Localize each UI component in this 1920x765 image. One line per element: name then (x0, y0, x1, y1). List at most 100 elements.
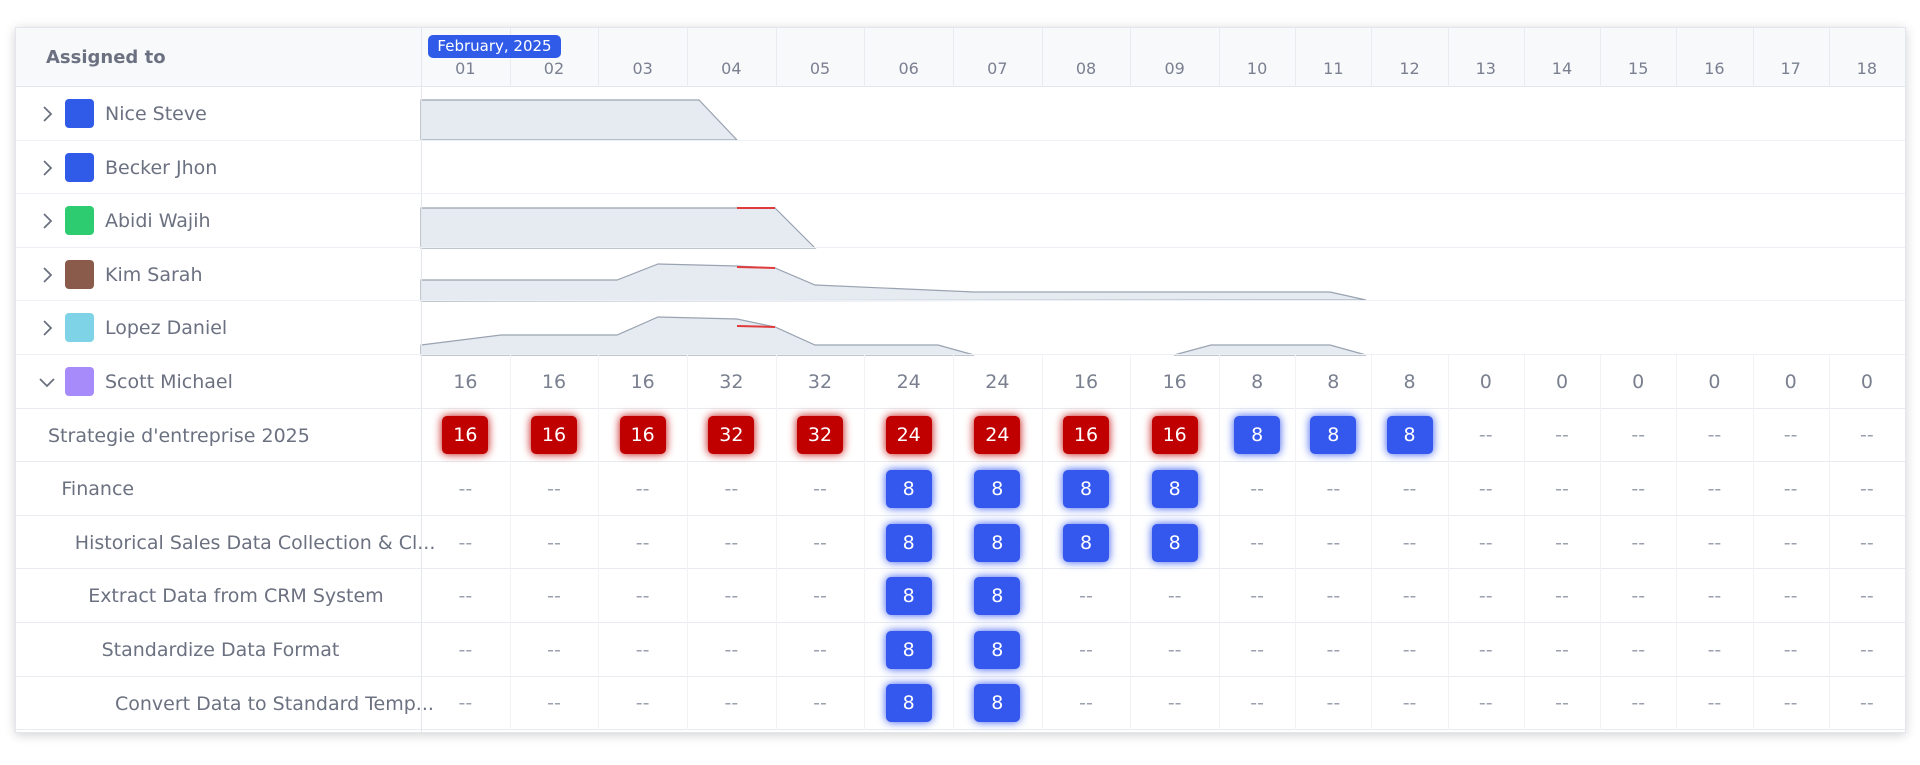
hours-badge[interactable]: 16 (442, 416, 489, 455)
hours-value: -- (1631, 692, 1646, 715)
hours-value: 16 (630, 370, 655, 393)
hours-badge[interactable]: 16 (619, 416, 666, 455)
hours-badge[interactable]: 8 (1063, 523, 1110, 562)
hours-value: -- (813, 477, 827, 500)
row-label[interactable]: Finance (61, 478, 135, 501)
workload-cell: -- (1676, 623, 1752, 677)
row-label[interactable]: Extract Data from CRM System (88, 585, 384, 608)
hours-badge[interactable]: 8 (974, 469, 1021, 508)
expand-toggle[interactable] (37, 158, 57, 178)
cell-divider (1828, 408, 1830, 463)
hours-value: -- (1631, 638, 1646, 661)
hours-value: 16 (453, 370, 478, 393)
hours-badge[interactable]: 8 (885, 469, 932, 508)
hours-badge[interactable]: 8 (974, 577, 1021, 616)
hours-value: -- (547, 585, 561, 608)
hours-value: -- (1326, 585, 1341, 608)
day-divider (1041, 28, 1043, 87)
cell-divider (598, 623, 600, 677)
hours-badge[interactable]: 24 (974, 416, 1021, 455)
hours-badge[interactable]: 8 (974, 684, 1021, 723)
hours-badge[interactable]: 8 (1063, 469, 1110, 508)
workload-cell: -- (1219, 569, 1295, 623)
cell-divider (864, 515, 866, 570)
row-label[interactable]: Historical Sales Data Collection & Cl... (74, 531, 436, 554)
expand-toggle[interactable] (37, 211, 57, 231)
row-label[interactable]: Becker Jhon (105, 156, 218, 179)
hours-badge[interactable]: 8 (974, 630, 1021, 669)
workload-cell: -- (1448, 462, 1524, 516)
workload-cell: -- (1130, 677, 1219, 731)
cell-divider (864, 623, 866, 677)
cell-divider (1219, 515, 1221, 570)
day-label: 16 (1704, 59, 1725, 78)
day-divider (598, 28, 600, 87)
hours-value: -- (1250, 585, 1264, 608)
cell-divider (1130, 569, 1132, 623)
cell-divider (1447, 569, 1449, 623)
hours-badge[interactable]: 8 (1151, 523, 1198, 562)
hours-value: -- (635, 531, 650, 554)
hours-badge[interactable]: 8 (974, 523, 1021, 562)
workload-cell: 8 (953, 677, 1042, 731)
hours-value: -- (1478, 477, 1493, 500)
row-divider (16, 246, 1905, 248)
expand-toggle[interactable] (37, 372, 57, 392)
cell-divider (1130, 676, 1132, 731)
cell-divider (509, 408, 511, 463)
row-label[interactable]: Standardize Data Format (101, 639, 340, 661)
expand-toggle[interactable] (37, 265, 57, 285)
workload-cell: -- (1753, 677, 1829, 731)
row-label[interactable]: Scott Michael (105, 371, 233, 393)
cell-divider (1219, 462, 1221, 516)
cell-divider (1219, 408, 1221, 463)
cell-divider (1130, 408, 1132, 463)
hours-badge[interactable]: 8 (885, 523, 932, 562)
row-label[interactable]: Convert Data to Standard Temp... (115, 692, 434, 715)
hours-badge[interactable]: 8 (885, 630, 932, 669)
cell-divider (1447, 623, 1449, 677)
hours-badge[interactable]: 32 (797, 416, 843, 455)
hours-badge[interactable]: 8 (885, 577, 932, 616)
expand-toggle[interactable] (37, 318, 57, 338)
hours-badge[interactable]: 16 (1151, 416, 1198, 455)
workload-cell: -- (1371, 677, 1447, 731)
hours-badge[interactable]: 8 (1151, 469, 1198, 508)
row-label[interactable]: Kim Sarah (105, 263, 203, 286)
hours-badge[interactable]: 8 (885, 684, 932, 723)
row-label[interactable]: Strategie d'entreprise 2025 (48, 424, 310, 447)
hours-badge[interactable]: 24 (885, 416, 932, 455)
cell-divider (1371, 676, 1373, 731)
expand-toggle[interactable] (37, 104, 57, 124)
cell-divider (1523, 676, 1525, 731)
hours-badge[interactable]: 8 (1234, 416, 1281, 455)
row-label[interactable]: Nice Steve (105, 103, 207, 125)
workload-cell: 8 (1042, 462, 1131, 516)
hours-value: -- (1478, 638, 1493, 661)
hours-badge[interactable]: 8 (1310, 416, 1357, 455)
workload-cell: -- (1524, 677, 1600, 731)
workload-cell: -- (1042, 677, 1131, 731)
hours-badge[interactable]: 16 (1063, 416, 1110, 455)
row-label[interactable]: Abidi Wajih (105, 210, 211, 233)
workload-cell: 24 (953, 355, 1042, 409)
hours-value: -- (1707, 531, 1722, 554)
hours-value: -- (1707, 585, 1722, 608)
sparkline (420, 207, 817, 249)
day-divider (687, 28, 688, 87)
cell-divider (509, 462, 511, 516)
cell-divider (1676, 569, 1678, 623)
cell-divider (1371, 515, 1373, 570)
day-label: 04 (721, 59, 742, 78)
hours-badge[interactable]: 8 (1386, 416, 1433, 455)
hours-badge[interactable]: 32 (708, 416, 755, 455)
workload-cell: -- (1371, 623, 1447, 677)
day-label: 01 (455, 59, 476, 78)
hours-value: -- (724, 531, 739, 554)
hours-value: 0 (1555, 370, 1569, 393)
hours-badge[interactable]: 16 (530, 416, 577, 455)
workload-cell: -- (1600, 516, 1676, 570)
left-divider (421, 28, 422, 732)
row-label[interactable]: Lopez Daniel (105, 317, 228, 340)
day-divider (1828, 28, 1830, 87)
